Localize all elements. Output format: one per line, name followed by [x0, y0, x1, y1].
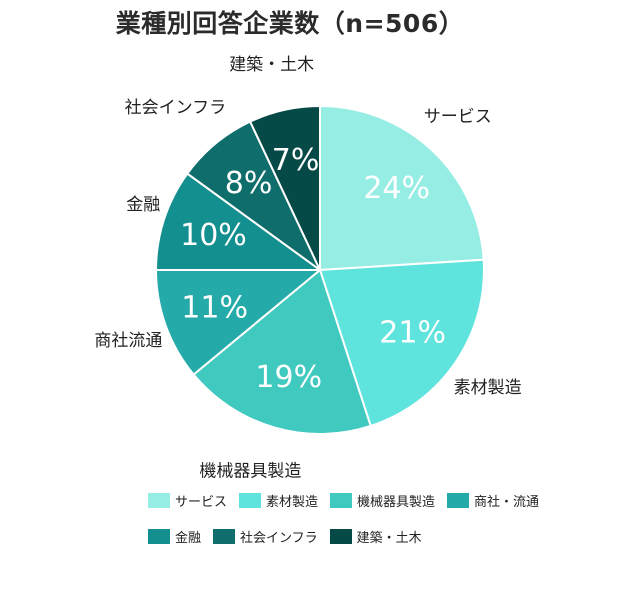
- slice-percent-label: 19%: [255, 360, 322, 395]
- legend-label: サービス: [175, 494, 228, 510]
- chart-title: 業種別回答企業数（n=506）: [115, 9, 465, 38]
- slice-category-label: 金融: [126, 195, 160, 215]
- legend-swatch: [330, 492, 353, 508]
- pie-slice: [154, 172, 324, 271]
- legend-row: サービス 素材製造 機械器具製造 商社・流通: [148, 489, 608, 511]
- legend-item: 商社・流通: [447, 491, 539, 510]
- legend-label: 商社・流通: [474, 494, 540, 510]
- slice-category-label: サービス: [424, 107, 492, 127]
- legend-label: 素材製造: [266, 494, 319, 510]
- legend-swatch: [148, 492, 170, 508]
- legend-item: 機械器具製造: [330, 491, 435, 510]
- pie-slice: [192, 268, 372, 435]
- pie-slice: [318, 258, 485, 428]
- legend-swatch: [329, 528, 352, 544]
- slice-percent-label: 8%: [225, 166, 273, 201]
- legend-item: 社会インフラ: [213, 527, 318, 546]
- legend-item: 金融: [148, 527, 201, 546]
- slice-percent-label: 24%: [363, 171, 430, 206]
- legend-label: 社会インフラ: [240, 530, 318, 546]
- pie-slice: [154, 269, 323, 376]
- slice-percent-label: 11%: [181, 290, 248, 325]
- slice-category-label: 素材製造: [454, 378, 522, 398]
- legend-swatch: [148, 528, 170, 544]
- legend-item: サービス: [148, 491, 227, 510]
- slice-percent-label: 7%: [272, 143, 320, 178]
- slice-percent-label: 21%: [379, 315, 446, 350]
- legend-label: 建築・土木: [356, 530, 422, 546]
- pie-chart: 24% サービス 21% 素材製造 19% 機械器具製造 11% 商社流通 10% 金融 8% 社会イ…: [94, 55, 522, 480]
- slice-category-label: 建築・土木: [229, 55, 314, 75]
- legend-swatch: [213, 528, 236, 544]
- chart-legend: サービス 素材製造 機械器具製造 商社・流通金融 社会インフラ 建築・土木: [148, 489, 608, 561]
- legend-swatch: [239, 492, 262, 508]
- legend-swatch: [447, 492, 470, 508]
- legend-label: 機械器具製造: [357, 494, 436, 510]
- legend-item: 素材製造: [239, 491, 318, 510]
- legend-item: 建築・土木: [329, 527, 422, 546]
- slice-category-label: 社会インフラ: [125, 98, 227, 118]
- slice-category-label: 商社流通: [94, 331, 162, 351]
- legend-label: 金融: [175, 530, 202, 546]
- pie-slice: [319, 104, 485, 272]
- slice-percent-label: 10%: [180, 218, 247, 253]
- slice-category-label: 機械器具製造: [199, 462, 301, 480]
- pie-slice: [248, 104, 321, 271]
- legend-row: 金融 社会インフラ 建築・土木: [148, 525, 608, 547]
